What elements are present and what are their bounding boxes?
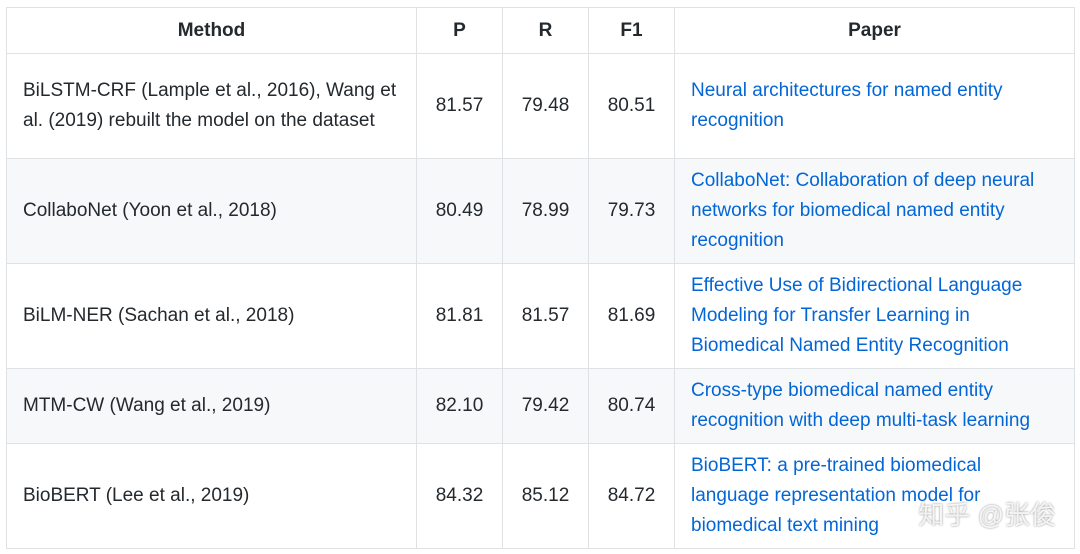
score-cell: 79.73	[588, 158, 675, 264]
paper-link[interactable]: BioBERT: a pre-trained biomedical langua…	[691, 455, 982, 536]
score-cell: 79.42	[502, 368, 589, 444]
paper-link[interactable]: CollaboNet: Collaboration of deep neural…	[691, 170, 1035, 251]
score-cell: 81.57	[416, 53, 503, 159]
table-row: BioBERT (Lee et al., 2019) 84.32 85.12 84.7…	[6, 443, 1075, 549]
score-cell: 79.48	[502, 53, 589, 159]
column-header: Paper	[674, 7, 1075, 54]
watermark: 知乎 @张俊	[918, 500, 1056, 530]
column-header: P	[416, 7, 503, 54]
method-cell: BiLM-NER (Sachan et al., 2018)	[6, 263, 417, 369]
table-row: CollaboNet (Yoon et al., 2018) 80.49 78.99…	[6, 158, 1075, 264]
paper-cell: BioBERT: a pre-trained biomedical langua…	[674, 443, 1075, 549]
paper-link[interactable]: Neural architectures for named entity re…	[691, 80, 1003, 131]
paper-cell: Effective Use of Bidirectional Language …	[674, 263, 1075, 369]
paper-cell: Cross-type biomedical named entity recog…	[674, 368, 1075, 444]
column-header: F1	[588, 7, 675, 54]
score-cell: 82.10	[416, 368, 503, 444]
paper-link[interactable]: Effective Use of Bidirectional Language …	[691, 275, 1023, 356]
column-header: R	[502, 7, 589, 54]
score-cell: 80.49	[416, 158, 503, 264]
results-table: Method P R F1 Paper BiLSTM-CRF (Lample et al…	[6, 7, 1075, 549]
header-row: Method P R F1 Paper	[6, 7, 1075, 54]
score-cell: 85.12	[502, 443, 589, 549]
score-cell: 78.99	[502, 158, 589, 264]
score-cell: 81.69	[588, 263, 675, 369]
method-cell: BiLSTM-CRF (Lample et al., 2016), Wang e…	[6, 53, 417, 159]
score-cell: 81.81	[416, 263, 503, 369]
method-cell: MTM-CW (Wang et al., 2019)	[6, 368, 417, 444]
paper-cell: CollaboNet: Collaboration of deep neural…	[674, 158, 1075, 264]
score-cell: 81.57	[502, 263, 589, 369]
table-row: MTM-CW (Wang et al., 2019) 82.10 79.42 80.7…	[6, 368, 1075, 444]
paper-link[interactable]: Cross-type biomedical named entity recog…	[691, 380, 1031, 431]
table-row: BiLM-NER (Sachan et al., 2018) 81.81 81.57…	[6, 263, 1075, 369]
method-cell: BioBERT (Lee et al., 2019)	[6, 443, 417, 549]
table-row: BiLSTM-CRF (Lample et al., 2016), Wang e…	[6, 53, 1075, 159]
score-cell: 80.51	[588, 53, 675, 159]
score-cell: 84.32	[416, 443, 503, 549]
score-cell: 80.74	[588, 368, 675, 444]
paper-cell: Neural architectures for named entity re…	[674, 53, 1075, 159]
method-cell: CollaboNet (Yoon et al., 2018)	[6, 158, 417, 264]
score-cell: 84.72	[588, 443, 675, 549]
column-header: Method	[6, 7, 417, 54]
